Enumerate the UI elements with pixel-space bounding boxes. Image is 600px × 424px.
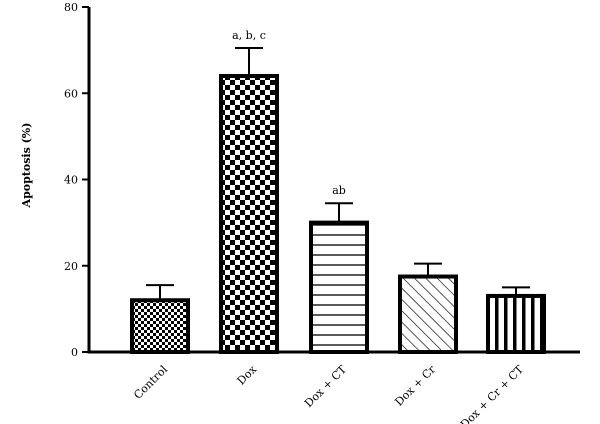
bar-dox-ct xyxy=(309,220,369,354)
x-tick-label: Dox + Cr + CT xyxy=(458,362,527,424)
y-tick-label: 60 xyxy=(64,87,78,100)
x-tick-label: Dox + Cr xyxy=(392,362,438,408)
y-tick-label: 0 xyxy=(71,346,78,359)
bar-control xyxy=(130,298,190,354)
significance-label: a, b, c xyxy=(232,29,266,42)
category-labels: Control Dox Dox + CT Dox + Cr Dox + Cr + CT xyxy=(131,362,526,424)
y-axis-title: Apoptosis (%) xyxy=(20,123,33,209)
bars xyxy=(130,74,546,354)
annotations: a, b, c ab xyxy=(232,29,346,197)
y-tick-label: 40 xyxy=(64,174,78,187)
bar-dox xyxy=(219,74,279,354)
y-tick-label: 80 xyxy=(64,1,78,14)
significance-label: ab xyxy=(332,184,346,197)
y-tick-label: 20 xyxy=(64,260,78,273)
x-tick-label: Control xyxy=(131,363,170,402)
x-tick-label: Dox xyxy=(235,362,260,387)
x-tick-label: Dox + CT xyxy=(302,362,350,410)
bar-dox-cr xyxy=(398,274,458,354)
error-bars xyxy=(146,46,530,301)
bar-dox-cr-ct xyxy=(486,293,546,354)
y-axis: 0 20 40 60 80 xyxy=(64,1,91,359)
